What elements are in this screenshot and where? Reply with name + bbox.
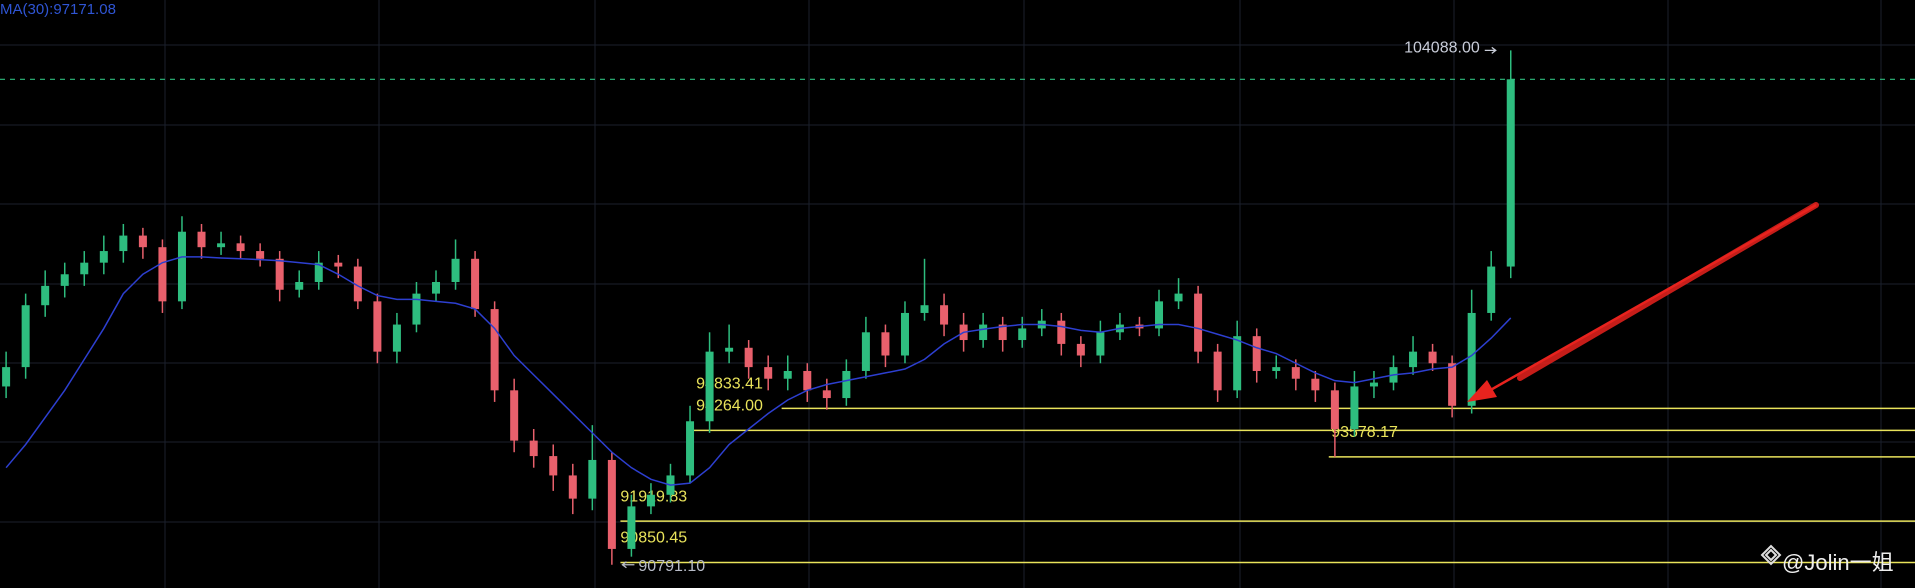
candle-body bbox=[41, 285, 50, 306]
candle-body bbox=[725, 347, 734, 352]
candle-body bbox=[744, 347, 753, 368]
candle-body bbox=[1252, 336, 1261, 371]
candle-body bbox=[490, 309, 499, 391]
watermark-text: @Jolin一姐 bbox=[1782, 550, 1894, 575]
watermark: @Jolin一姐 bbox=[1760, 544, 1894, 575]
candle-body bbox=[256, 251, 265, 259]
low-marker-arrow bbox=[621, 561, 635, 569]
arrow-head bbox=[1467, 380, 1497, 402]
candle-body bbox=[1409, 351, 1418, 368]
candle-body bbox=[1272, 367, 1281, 371]
level-label: 90850.45 bbox=[620, 530, 687, 547]
arrow-shaft-thick bbox=[1517, 202, 1819, 381]
candle-body bbox=[1369, 382, 1378, 387]
low-marker-label: 90791.10 bbox=[638, 558, 705, 575]
candle-body bbox=[471, 258, 480, 310]
candle-body bbox=[197, 231, 206, 248]
candle-body bbox=[1487, 266, 1496, 313]
candle-body bbox=[568, 475, 577, 499]
candle-body bbox=[1330, 390, 1339, 430]
candle-body bbox=[1467, 312, 1476, 406]
candle-body bbox=[900, 312, 909, 356]
candle-body bbox=[275, 258, 284, 290]
candle-body bbox=[314, 262, 323, 283]
candle-body bbox=[588, 459, 597, 499]
candle-body bbox=[432, 282, 441, 294]
candle-body bbox=[217, 243, 226, 248]
level-label: 93578.17 bbox=[1331, 424, 1398, 441]
candle-body bbox=[1057, 320, 1066, 344]
candle-body bbox=[99, 251, 108, 263]
candle-body bbox=[1233, 336, 1242, 391]
candle-body bbox=[60, 274, 69, 286]
candle-body bbox=[373, 301, 382, 352]
candle-body bbox=[1174, 293, 1183, 302]
candle-body bbox=[1448, 363, 1457, 406]
candle-body bbox=[783, 370, 792, 379]
candle-body bbox=[549, 456, 558, 476]
candle-body bbox=[881, 332, 890, 356]
candle-body bbox=[353, 266, 362, 302]
candle-body bbox=[138, 235, 147, 248]
candle-body bbox=[412, 293, 421, 325]
candle-body bbox=[21, 305, 30, 368]
candle-body bbox=[803, 370, 812, 391]
ma-line bbox=[5, 256, 1512, 486]
candle-body bbox=[119, 235, 128, 252]
candle-body bbox=[764, 367, 773, 379]
candle-body bbox=[607, 459, 616, 549]
candle-body bbox=[822, 390, 831, 399]
candle-body bbox=[920, 305, 929, 313]
candle-body bbox=[295, 282, 304, 290]
candle-body bbox=[451, 258, 460, 283]
red-arrow bbox=[1467, 202, 1819, 402]
candle-body bbox=[177, 231, 186, 302]
candle-body bbox=[1350, 386, 1359, 430]
indicator-label: MA(30):97171.08 bbox=[0, 1, 116, 18]
candle-body bbox=[1096, 332, 1105, 356]
candle-body bbox=[1506, 79, 1515, 267]
candle-body bbox=[627, 506, 636, 549]
candle-body bbox=[940, 305, 949, 325]
candle-body bbox=[998, 324, 1007, 341]
candle-body bbox=[1076, 343, 1085, 356]
candle-body bbox=[80, 262, 89, 275]
candle-body bbox=[979, 324, 988, 341]
candle-body bbox=[705, 351, 714, 422]
candle-body bbox=[510, 390, 519, 441]
candle-body bbox=[646, 494, 655, 507]
candle-body bbox=[1155, 301, 1164, 329]
high-marker-label: 104088.00 bbox=[1404, 40, 1480, 57]
candle-body bbox=[1311, 378, 1320, 391]
candle-body bbox=[1018, 328, 1027, 341]
candle-body bbox=[861, 332, 870, 371]
candle-body bbox=[158, 247, 167, 302]
candle-body bbox=[392, 324, 401, 352]
candle-body bbox=[2, 367, 11, 387]
watermark-icon bbox=[1760, 544, 1782, 566]
candle-body bbox=[334, 262, 343, 267]
candle-body bbox=[529, 440, 538, 457]
candle-body bbox=[686, 421, 695, 476]
high-marker-arrow bbox=[1484, 46, 1497, 54]
candle-body bbox=[1194, 293, 1203, 352]
candle-body bbox=[1428, 351, 1437, 364]
candle-body bbox=[842, 370, 851, 399]
candle-body bbox=[1213, 351, 1222, 391]
marks: 94833.4194264.0093578.1791919.8390850.45… bbox=[0, 40, 1915, 575]
candle-body bbox=[236, 243, 245, 252]
candle-body bbox=[1291, 367, 1300, 379]
